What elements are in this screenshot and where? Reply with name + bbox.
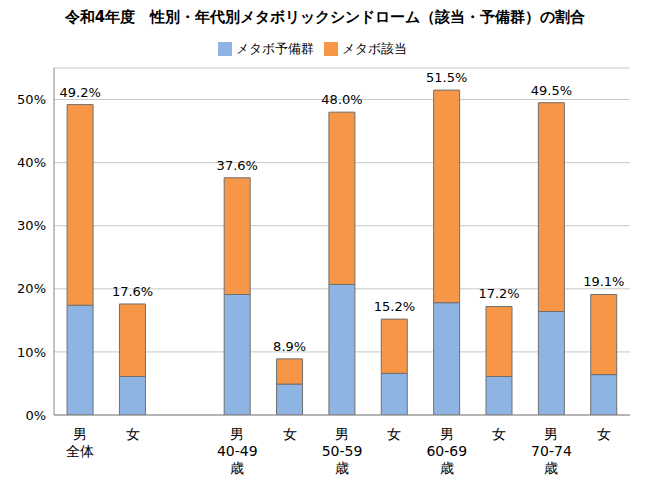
svg-text:女: 女 <box>126 426 140 442</box>
svg-text:17.6%: 17.6% <box>112 284 153 299</box>
svg-text:女: 女 <box>387 426 401 442</box>
svg-text:8.9%: 8.9% <box>273 339 306 354</box>
svg-text:37.6%: 37.6% <box>217 158 258 173</box>
svg-text:17.2%: 17.2% <box>478 286 519 301</box>
svg-text:男70-74歳: 男70-74歳 <box>531 426 572 476</box>
svg-text:48.0%: 48.0% <box>321 92 362 107</box>
svg-text:49.2%: 49.2% <box>60 85 101 100</box>
html-text:令和4年度 性別・年代別メタボリックシンドローム（該当・予備: 令和4年度 性別・年代別メタボリックシンドローム（該当・予備群）の割合 <box>64 8 586 26</box>
svg-text:男40-49歳: 男40-49歳 <box>217 426 258 476</box>
svg-text:女: 女 <box>492 426 506 442</box>
svg-text:20%: 20% <box>17 281 46 296</box>
html-text:メタボ該当: メタボ該当 <box>341 41 407 56</box>
svg-text:50%: 50% <box>17 92 46 107</box>
svg-text:51.5%: 51.5% <box>426 70 467 85</box>
html-text:メタボ予備群: メタボ予備群 <box>235 41 314 56</box>
svg-text:男全体: 男全体 <box>66 426 94 459</box>
svg-text:19.1%: 19.1% <box>583 274 624 289</box>
svg-text:49.5%: 49.5% <box>531 83 572 98</box>
svg-text:30%: 30% <box>17 218 46 233</box>
svg-text:15.2%: 15.2% <box>374 299 415 314</box>
svg-text:40%: 40% <box>17 155 46 170</box>
svg-text:男50-59歳: 男50-59歳 <box>322 426 363 476</box>
svg-text:男60-69歳: 男60-69歳 <box>426 426 467 476</box>
svg-text:0%: 0% <box>25 408 46 423</box>
svg-text:女: 女 <box>597 426 611 442</box>
svg-text:女: 女 <box>283 426 297 442</box>
svg-text:10%: 10% <box>17 345 46 360</box>
